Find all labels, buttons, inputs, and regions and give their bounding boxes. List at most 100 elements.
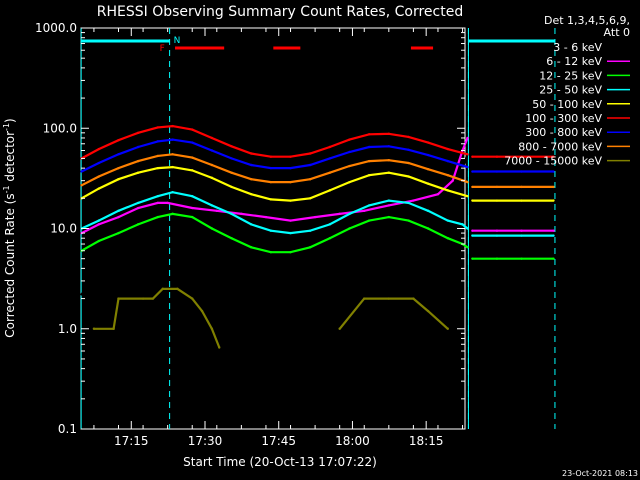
series-point <box>97 175 101 178</box>
series-point <box>328 189 332 192</box>
series-point <box>269 166 273 170</box>
series-point <box>367 219 371 222</box>
series-point <box>367 204 371 207</box>
series-point <box>171 212 174 216</box>
series-line <box>338 297 449 330</box>
series-point <box>136 201 140 205</box>
series-point <box>191 128 194 131</box>
legend-label: 25 - 50 keV <box>539 84 602 97</box>
series-point <box>117 215 120 219</box>
series-point <box>117 209 120 213</box>
legend-label: 3 - 6 keV <box>553 41 602 54</box>
series-point <box>269 229 273 232</box>
series-point <box>141 297 145 300</box>
series-point <box>446 147 449 151</box>
series-point <box>191 215 194 219</box>
series-point <box>446 237 449 240</box>
series-point <box>230 157 233 160</box>
series-point <box>510 287 513 291</box>
series-point <box>471 234 474 237</box>
series-point <box>136 131 140 135</box>
series-point <box>426 153 430 157</box>
series-point <box>117 138 120 142</box>
series-point <box>495 155 499 158</box>
series-point <box>407 219 410 222</box>
series-point <box>387 159 391 162</box>
x-tick-label: 17:30 <box>188 434 223 448</box>
flare-flag-label: F <box>160 44 165 54</box>
series-point <box>436 192 440 196</box>
series-point <box>250 223 253 226</box>
series-point <box>191 141 194 144</box>
series-point <box>426 141 430 144</box>
series-point <box>107 262 110 265</box>
series-point <box>387 171 391 174</box>
series-point <box>328 145 332 149</box>
series-point <box>387 132 391 136</box>
series-point <box>426 227 430 230</box>
series-point <box>387 206 391 210</box>
series-point <box>446 159 449 163</box>
series-point <box>171 124 174 128</box>
series-point <box>308 152 312 155</box>
series-point <box>535 287 538 291</box>
series-point <box>230 145 233 148</box>
x-tick-label: 18:00 <box>335 434 370 448</box>
night-flag-label: N <box>174 36 181 46</box>
series-100_300keV <box>80 124 555 160</box>
series-point <box>250 246 253 249</box>
series-point <box>171 138 174 141</box>
series-point <box>92 273 96 276</box>
series-point <box>117 178 120 181</box>
y-axis: 0.1 1.0 10.0 100.0 1000.0 <box>35 21 465 436</box>
series-point <box>230 171 233 174</box>
series-point <box>387 204 391 207</box>
series-point <box>210 204 214 207</box>
series-25_50keV <box>80 191 555 237</box>
legend-label: 300 - 800 keV <box>525 126 602 139</box>
series-point <box>466 153 469 156</box>
series-point <box>308 178 312 181</box>
series-point <box>426 182 430 185</box>
series-point <box>289 180 292 184</box>
x-axis: 17:15 17:30 17:45 18:00 18:15 <box>93 28 464 448</box>
series-point <box>446 219 449 222</box>
series-point <box>446 174 449 177</box>
series-point <box>210 227 214 230</box>
series-point <box>328 237 332 240</box>
series-point <box>471 185 474 189</box>
series-point <box>466 246 469 249</box>
series-point <box>210 136 214 140</box>
series-point <box>176 287 179 291</box>
series-point <box>156 140 160 143</box>
series-point <box>363 297 366 300</box>
series-point <box>552 229 555 232</box>
x-tick-label: 17:45 <box>261 434 296 448</box>
series-point <box>552 199 555 202</box>
series-point <box>552 185 555 189</box>
series-point <box>426 209 430 213</box>
series-point <box>269 198 273 201</box>
series-point <box>485 287 489 291</box>
x-tick-label: 18:15 <box>409 434 444 448</box>
series-point <box>348 212 351 216</box>
series-point <box>367 133 371 136</box>
series-50_100keV <box>80 165 555 202</box>
series-point <box>348 164 351 168</box>
series-point <box>97 187 101 190</box>
series-point <box>191 206 194 210</box>
series-point <box>250 152 253 155</box>
series-point <box>461 223 464 226</box>
series-point <box>289 155 292 158</box>
series-point <box>269 155 273 158</box>
series-point <box>466 194 469 198</box>
legend-label: 50 - 100 keV <box>532 98 602 111</box>
series-point <box>426 199 430 202</box>
series-point <box>171 165 174 169</box>
series-point <box>520 185 523 189</box>
series-point <box>520 234 523 237</box>
series-300_800keV <box>80 138 555 173</box>
series-point <box>387 297 391 300</box>
